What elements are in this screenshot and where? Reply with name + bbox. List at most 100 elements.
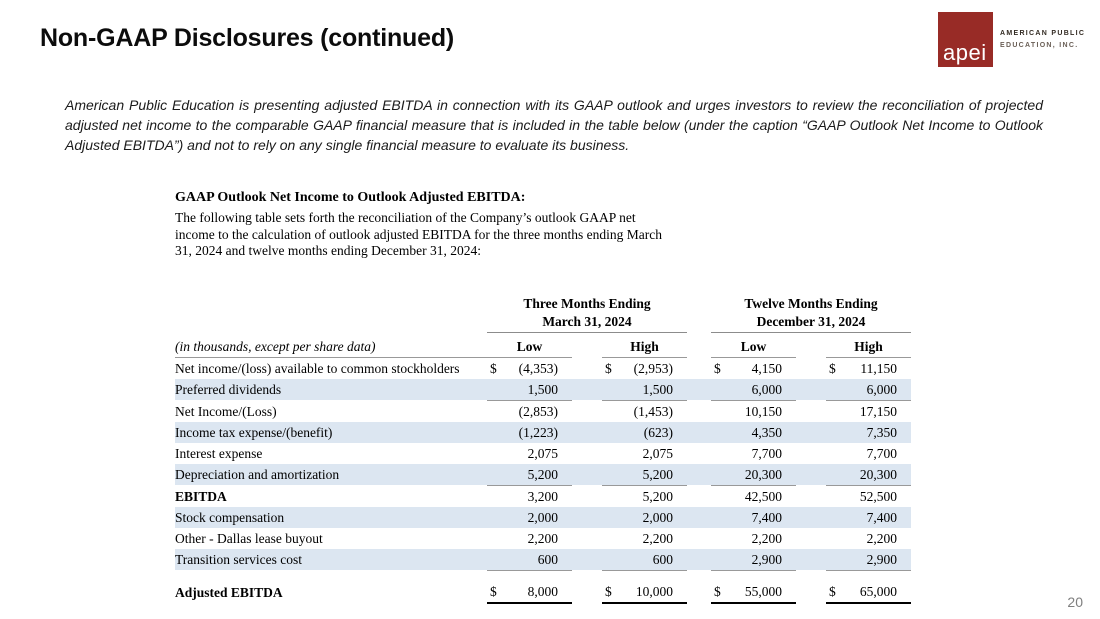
value-text: 4,350	[751, 424, 782, 440]
value-text: 6,000	[866, 381, 897, 397]
row-value: (1,223)	[487, 421, 572, 443]
value-text: 6,000	[751, 381, 782, 397]
value-text: 42,500	[744, 488, 782, 504]
value-text: 7,700	[866, 445, 897, 461]
column-gap	[572, 506, 602, 528]
row-value: 5,200	[602, 463, 687, 486]
column-gap	[796, 357, 826, 379]
row-value: 2,200	[711, 528, 796, 549]
row-label: EBITDA	[175, 488, 227, 504]
value-text: 600	[537, 551, 558, 567]
row-value: 4,350	[711, 421, 796, 443]
row-value: 3,200	[487, 485, 572, 507]
column-gap	[687, 332, 711, 357]
column-gap	[796, 485, 826, 507]
row-value: 600	[602, 548, 687, 571]
value-text: 65,000	[859, 583, 897, 599]
value-text: 7,400	[866, 509, 897, 525]
column-gap	[687, 528, 711, 549]
column-subheader: High	[826, 332, 911, 358]
dollar-sign: $	[490, 360, 497, 376]
row-label: Preferred dividends	[175, 378, 487, 401]
value-text: 7,400	[751, 509, 782, 525]
column-gap	[572, 332, 602, 357]
header-spacer	[175, 314, 487, 333]
row-label: Stock compensation	[175, 506, 487, 528]
row-value: 2,200	[826, 528, 911, 549]
column-gap	[572, 548, 602, 571]
value-text: 2,075	[642, 445, 673, 461]
column-gap	[796, 506, 826, 528]
row-value: 6,000	[826, 378, 911, 401]
column-gap	[572, 378, 602, 401]
row-value: $11,150	[826, 357, 911, 379]
value-text: 10,000	[635, 583, 673, 599]
row-value: $ (4,353)	[487, 357, 572, 379]
column-gap	[796, 332, 826, 357]
column-gap	[796, 443, 826, 464]
row-value: 2,075	[602, 443, 687, 464]
table-row: EBITDA 3,200 5,200 42,500 52,500	[175, 485, 911, 507]
column-gap	[796, 400, 826, 422]
value-text: (623)	[643, 424, 673, 440]
column-gap	[572, 485, 602, 507]
column-gap	[687, 548, 711, 571]
dollar-sign: $	[714, 583, 721, 599]
row-label: Transition services cost	[175, 548, 487, 571]
logo-company-line2: EDUCATION, INC.	[1000, 41, 1079, 49]
value-text: (2,853)	[518, 403, 558, 419]
column-gap	[687, 400, 711, 422]
row-value: 7,400	[826, 506, 911, 528]
column-subheader: Low	[487, 332, 572, 358]
row-value: 17,150	[826, 400, 911, 422]
row-value: $ (2,953)	[602, 357, 687, 379]
row-label: Income tax expense/(benefit)	[175, 421, 487, 443]
row-value: 600	[487, 548, 572, 571]
value-text: (2,953)	[633, 360, 673, 376]
row-value: 2,900	[711, 548, 796, 571]
value-text: (1,223)	[518, 424, 558, 440]
column-group-title: Three Months Ending	[523, 295, 651, 311]
value-text: 7,700	[751, 445, 782, 461]
dollar-sign: $	[829, 583, 836, 599]
value-text: 2,200	[751, 530, 782, 546]
dollar-sign: $	[829, 360, 836, 376]
column-gap	[572, 528, 602, 549]
value-text: 20,300	[859, 466, 897, 482]
table-row: Depreciation and amortization 5,200 5,200 2…	[175, 463, 911, 486]
row-value: 7,700	[711, 443, 796, 464]
row-value: 6,000	[711, 378, 796, 401]
column-gap	[687, 443, 711, 464]
table-units-note: (in thousands, except per share data)	[175, 332, 487, 358]
value-text: 3,200	[527, 488, 558, 504]
column-gap	[687, 570, 711, 603]
header-spacer	[175, 294, 487, 314]
value-text: 2,075	[527, 445, 558, 461]
section-heading: GAAP Outlook Net Income to Outlook Adjus…	[175, 190, 526, 205]
value-text: 20,300	[744, 466, 782, 482]
row-value: 5,200	[487, 463, 572, 486]
row-label: Net Income/(Loss)	[175, 403, 277, 419]
column-group-subtitle: December 31, 2024	[711, 313, 911, 333]
slide-title: Non-GAAP Disclosures (continued)	[40, 24, 455, 52]
value-text: 8,000	[527, 583, 558, 599]
row-value: 2,200	[487, 528, 572, 549]
page-number: 20	[1067, 594, 1083, 610]
row-value: $65,000	[826, 570, 911, 604]
row-value: 2,000	[487, 506, 572, 528]
row-value: (1,453)	[602, 400, 687, 422]
column-gap	[796, 570, 826, 603]
value-text: 52,500	[859, 488, 897, 504]
value-text: 10,150	[744, 403, 782, 419]
column-group-gap	[687, 314, 711, 333]
value-text: 2,900	[751, 551, 782, 567]
table-row: Adjusted EBITDA $8,000 $10,000 $55,000 $65,0…	[175, 570, 911, 604]
row-value: 2,200	[602, 528, 687, 549]
column-gap	[572, 463, 602, 486]
column-gap	[687, 378, 711, 401]
reconciliation-section: GAAP Outlook Net Income to Outlook Adjus…	[175, 190, 911, 604]
value-text: 2,200	[527, 530, 558, 546]
apei-logo-wordmark: AMERICAN PUBLIC EDUCATION, INC.	[1000, 28, 1085, 52]
column-gap	[796, 463, 826, 486]
